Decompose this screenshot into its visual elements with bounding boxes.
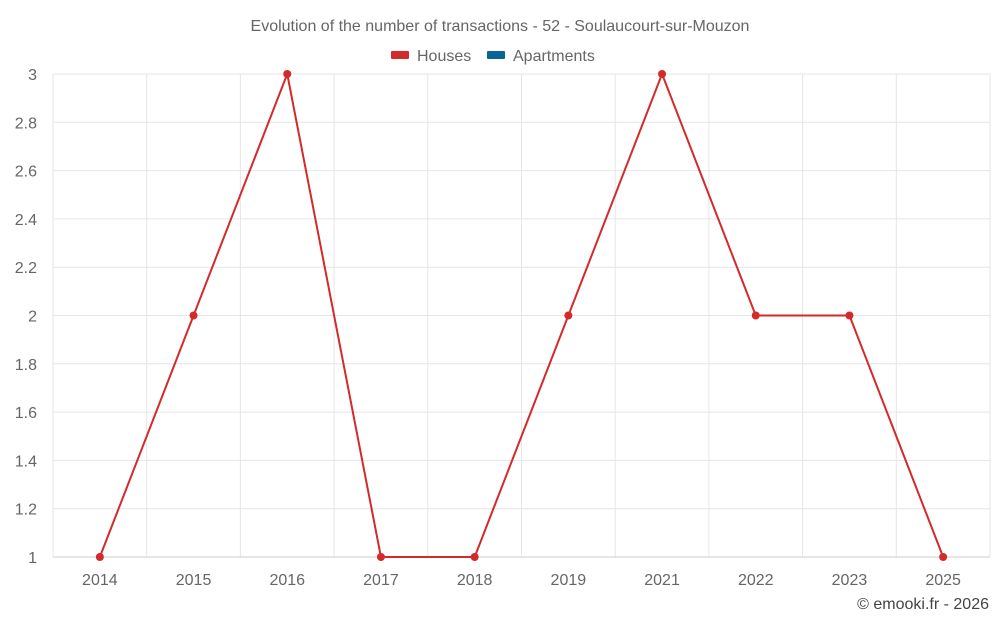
data-point[interactable] — [470, 553, 479, 561]
x-tick-label: 2017 — [363, 572, 399, 589]
y-tick-label: 1.6 — [15, 405, 37, 422]
x-tick-label: 2015 — [176, 572, 212, 589]
y-tick-label: 1 — [28, 550, 37, 567]
x-tick-label: 2025 — [925, 572, 961, 589]
x-axis: 2014 2015 2016 2017 2018 2019 2021 2022 2023 2025 — [53, 556, 990, 589]
y-tick-label: 1.4 — [15, 453, 37, 470]
x-tick-label: 2021 — [644, 572, 680, 589]
series-houses — [95, 70, 948, 561]
x-tick-label: 2016 — [269, 572, 305, 589]
legend-item-houses[interactable]: Houses — [391, 48, 471, 65]
y-tick-label: 1.8 — [15, 357, 37, 374]
chart-title: Evolution of the number of transactions … — [251, 18, 750, 35]
x-tick-label: 2019 — [551, 572, 587, 589]
x-tick-label: 2014 — [82, 572, 118, 589]
data-point[interactable] — [939, 553, 948, 561]
legend-item-apartments[interactable]: Apartments — [487, 48, 595, 65]
legend-label-houses: Houses — [417, 48, 471, 65]
data-point[interactable] — [845, 311, 854, 320]
y-tick-label: 2 — [28, 309, 37, 326]
legend[interactable]: Houses Apartments — [391, 48, 595, 65]
y-tick-label: 1.2 — [15, 502, 37, 519]
credit-text: © emooki.fr - 2026 — [857, 596, 989, 613]
y-tick-label: 2.8 — [15, 115, 37, 132]
legend-swatch-apartments — [487, 51, 505, 59]
y-tick-label: 2.2 — [15, 260, 37, 277]
y-tick-label: 3 — [28, 67, 37, 84]
data-point[interactable] — [283, 70, 292, 78]
data-point[interactable] — [95, 553, 104, 561]
x-tick-label: 2018 — [457, 572, 493, 589]
data-point[interactable] — [658, 70, 667, 78]
legend-label-apartments: Apartments — [513, 48, 595, 65]
y-axis: 1 1.2 1.4 1.6 1.8 2 2.2 2.4 2.6 2.8 3 — [15, 67, 37, 567]
data-point[interactable] — [189, 311, 198, 320]
data-point[interactable] — [751, 311, 760, 320]
x-tick-label: 2022 — [738, 572, 774, 589]
data-point[interactable] — [376, 553, 385, 561]
grid — [52, 73, 991, 558]
x-tick-label: 2023 — [832, 572, 868, 589]
data-point[interactable] — [564, 311, 573, 320]
series-line-houses — [98, 73, 945, 558]
legend-swatch-houses — [391, 51, 409, 59]
y-tick-label: 2.6 — [15, 164, 37, 181]
y-tick-label: 2.4 — [15, 212, 37, 229]
